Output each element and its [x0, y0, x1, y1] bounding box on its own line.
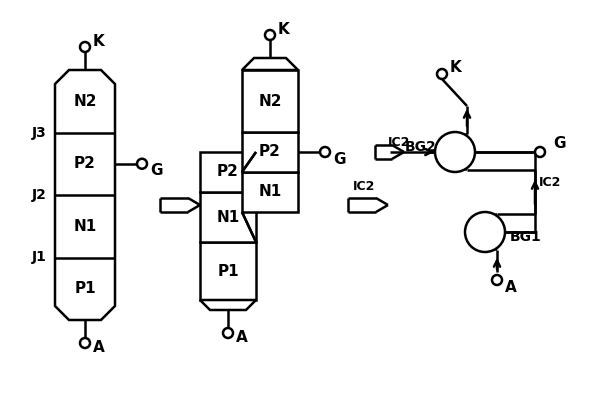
- Bar: [242, 172, 298, 212]
- Circle shape: [437, 69, 447, 79]
- Circle shape: [223, 328, 233, 338]
- Text: K: K: [450, 60, 462, 76]
- Text: P1: P1: [74, 281, 96, 296]
- Circle shape: [465, 212, 505, 252]
- Text: IC2: IC2: [353, 180, 376, 194]
- Circle shape: [80, 42, 90, 52]
- Text: P2: P2: [217, 164, 239, 180]
- Text: G: G: [553, 136, 566, 152]
- Bar: [242, 70, 298, 132]
- Polygon shape: [242, 58, 298, 70]
- Text: IC2: IC2: [388, 136, 410, 148]
- Bar: [200, 242, 256, 300]
- Text: A: A: [505, 280, 517, 296]
- Text: J1: J1: [32, 250, 47, 264]
- Text: N1: N1: [217, 210, 239, 224]
- Bar: [242, 132, 298, 172]
- Text: N1: N1: [73, 219, 97, 234]
- Text: P2: P2: [74, 156, 96, 171]
- Text: BG2: BG2: [405, 140, 437, 154]
- Text: BG1: BG1: [510, 230, 542, 244]
- Text: A: A: [93, 340, 105, 356]
- Text: P2: P2: [259, 144, 281, 160]
- Polygon shape: [242, 152, 256, 242]
- Text: K: K: [93, 34, 105, 50]
- Text: A: A: [236, 330, 248, 346]
- Text: G: G: [150, 163, 163, 178]
- Circle shape: [535, 147, 545, 157]
- Text: K: K: [278, 22, 290, 38]
- Bar: [200, 192, 256, 242]
- Text: P1: P1: [217, 264, 239, 278]
- Circle shape: [492, 275, 502, 285]
- Text: J2: J2: [32, 188, 47, 202]
- Bar: [200, 152, 256, 192]
- Circle shape: [80, 338, 90, 348]
- Circle shape: [137, 159, 147, 169]
- Text: J3: J3: [32, 126, 47, 140]
- Text: N2: N2: [73, 94, 97, 109]
- Polygon shape: [55, 70, 115, 320]
- Text: IC2: IC2: [539, 176, 562, 188]
- Circle shape: [265, 30, 275, 40]
- Circle shape: [320, 147, 330, 157]
- Circle shape: [435, 132, 475, 172]
- Text: N2: N2: [258, 94, 282, 108]
- Polygon shape: [200, 300, 256, 310]
- Text: N1: N1: [259, 184, 281, 200]
- Text: G: G: [333, 152, 346, 166]
